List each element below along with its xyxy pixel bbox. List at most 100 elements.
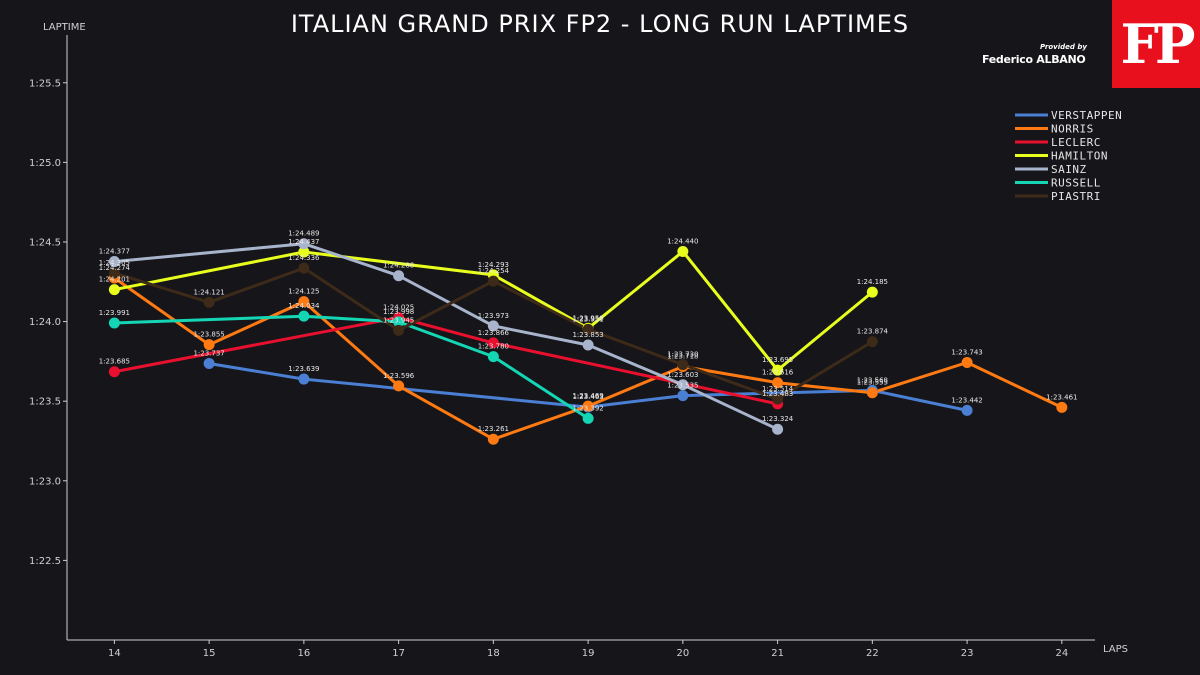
data-point-norris xyxy=(772,377,784,389)
data-label-verstappen: 1:23.535 xyxy=(667,382,698,390)
credit-label: Provided by xyxy=(1040,43,1087,51)
data-point-piastri xyxy=(582,323,594,335)
x-tick-label: 22 xyxy=(866,648,879,659)
data-label-sainz: 1:24.288 xyxy=(383,262,414,270)
data-label-hamilton: 1:24.201 xyxy=(99,276,130,284)
data-point-norris xyxy=(866,387,878,399)
data-point-hamilton xyxy=(772,364,784,376)
data-label-verstappen: 1:23.568 xyxy=(857,376,888,384)
x-tick-label: 21 xyxy=(771,648,784,659)
x-tick-label: 23 xyxy=(961,648,974,659)
data-label-leclerc: 1:24.025 xyxy=(383,304,414,312)
data-label-piastri: 1:24.305 xyxy=(99,259,130,267)
point-labels: 1:23.737 1:23.639 1:23.463 1:23.535 1:23.568… xyxy=(99,230,1078,434)
data-point-norris xyxy=(393,380,405,392)
data-label-norris: 1:24.125 xyxy=(288,288,319,296)
data-label-verstappen: 1:23.737 xyxy=(193,349,224,357)
data-label-piastri: 1:23.945 xyxy=(383,316,414,324)
data-point-sainz xyxy=(298,238,310,250)
data-label-sainz: 1:23.324 xyxy=(762,415,794,423)
data-point-piastri xyxy=(393,324,405,336)
data-point-piastri xyxy=(203,296,215,308)
x-tick-label: 24 xyxy=(1055,648,1068,659)
data-label-leclerc: 1:23.483 xyxy=(762,390,793,398)
data-point-piastri xyxy=(108,267,120,279)
legend-label-verstappen: VERSTAPPEN xyxy=(1051,109,1122,122)
x-tick-label: 14 xyxy=(108,648,121,659)
data-label-piastri: 1:23.514 xyxy=(762,385,794,393)
fp-logo: FP xyxy=(1112,0,1200,88)
series-points xyxy=(108,238,1068,445)
data-point-russell xyxy=(487,351,499,363)
data-label-norris: 1:23.469 xyxy=(572,392,603,400)
data-label-norris: 1:23.461 xyxy=(1046,393,1077,401)
data-point-hamilton xyxy=(677,246,689,258)
data-label-norris: 1:23.261 xyxy=(478,425,509,433)
data-label-russell: 1:23.392 xyxy=(572,404,603,412)
data-label-hamilton: 1:24.185 xyxy=(857,278,888,286)
data-point-piastri xyxy=(487,275,499,287)
data-point-piastri xyxy=(677,359,689,371)
x-tick-label: 17 xyxy=(392,648,405,659)
data-point-hamilton xyxy=(108,284,120,296)
data-label-leclerc: 1:23.866 xyxy=(478,329,510,337)
data-label-leclerc: 1:23.685 xyxy=(99,358,130,366)
data-point-sainz xyxy=(487,320,499,332)
x-tick-label: 19 xyxy=(582,648,595,659)
data-label-verstappen: 1:23.442 xyxy=(951,396,982,404)
y-tick-label: 1:25.5 xyxy=(29,78,61,89)
chart-title: ITALIAN GRAND PRIX FP2 - LONG RUN LAPTIM… xyxy=(290,10,910,38)
data-label-norris: 1:24.274 xyxy=(99,264,131,272)
data-label-hamilton: 1:23.695 xyxy=(762,356,793,364)
data-point-hamilton xyxy=(866,286,878,298)
data-label-piastri: 1:24.121 xyxy=(193,288,224,296)
data-point-piastri xyxy=(866,336,878,348)
data-label-russell: 1:23.991 xyxy=(99,309,130,317)
data-label-piastri: 1:23.730 xyxy=(667,351,698,359)
data-label-norris: 1:23.616 xyxy=(762,369,794,377)
data-label-norris: 1:23.718 xyxy=(667,352,698,360)
data-label-sainz: 1:23.973 xyxy=(478,312,509,320)
data-point-sainz xyxy=(393,270,405,282)
data-point-norris xyxy=(203,339,215,351)
data-label-norris: 1:23.553 xyxy=(857,379,888,387)
y-axis-label: LAPTIME xyxy=(43,22,86,33)
legend-label-hamilton: HAMILTON xyxy=(1051,150,1108,163)
data-label-sainz: 1:24.489 xyxy=(288,230,319,238)
data-point-piastri xyxy=(772,393,784,405)
data-point-sainz xyxy=(582,339,594,351)
data-point-sainz xyxy=(108,256,120,268)
data-point-hamilton xyxy=(298,246,310,258)
data-point-russell xyxy=(108,317,120,329)
data-label-sainz: 1:23.603 xyxy=(667,371,698,379)
x-tick-label: 20 xyxy=(676,648,689,659)
legend-label-leclerc: LECLERC xyxy=(1051,136,1101,149)
credit-name: Federico ALBANO xyxy=(982,53,1086,66)
data-label-hamilton: 1:23.958 xyxy=(572,314,603,322)
data-point-verstappen xyxy=(203,357,215,369)
data-point-leclerc xyxy=(487,337,499,349)
data-point-sainz xyxy=(677,379,689,391)
data-point-verstappen xyxy=(961,404,973,416)
data-point-russell xyxy=(393,316,405,328)
data-label-sainz: 1:23.853 xyxy=(572,331,603,339)
data-point-verstappen xyxy=(677,390,689,402)
data-label-piastri: 1:24.254 xyxy=(478,267,510,275)
series-line-verstappen xyxy=(208,362,968,412)
data-label-norris: 1:23.596 xyxy=(383,372,415,380)
y-tick-label: 1:24.0 xyxy=(29,317,61,328)
y-tick-label: 1:22.5 xyxy=(29,556,61,567)
data-point-piastri xyxy=(298,262,310,274)
series-line-leclerc xyxy=(114,316,778,406)
data-point-sainz xyxy=(772,423,784,435)
x-tick-label: 18 xyxy=(487,648,500,659)
data-point-norris xyxy=(487,433,499,445)
data-label-norris: 1:23.855 xyxy=(193,331,224,339)
data-label-hamilton: 1:24.437 xyxy=(288,238,319,246)
legend-label-sainz: SAINZ xyxy=(1051,163,1087,176)
data-point-norris xyxy=(1056,401,1068,413)
data-label-verstappen: 1:23.639 xyxy=(288,365,319,373)
data-point-russell xyxy=(298,310,310,322)
y-tick-label: 1:23.0 xyxy=(29,476,61,487)
